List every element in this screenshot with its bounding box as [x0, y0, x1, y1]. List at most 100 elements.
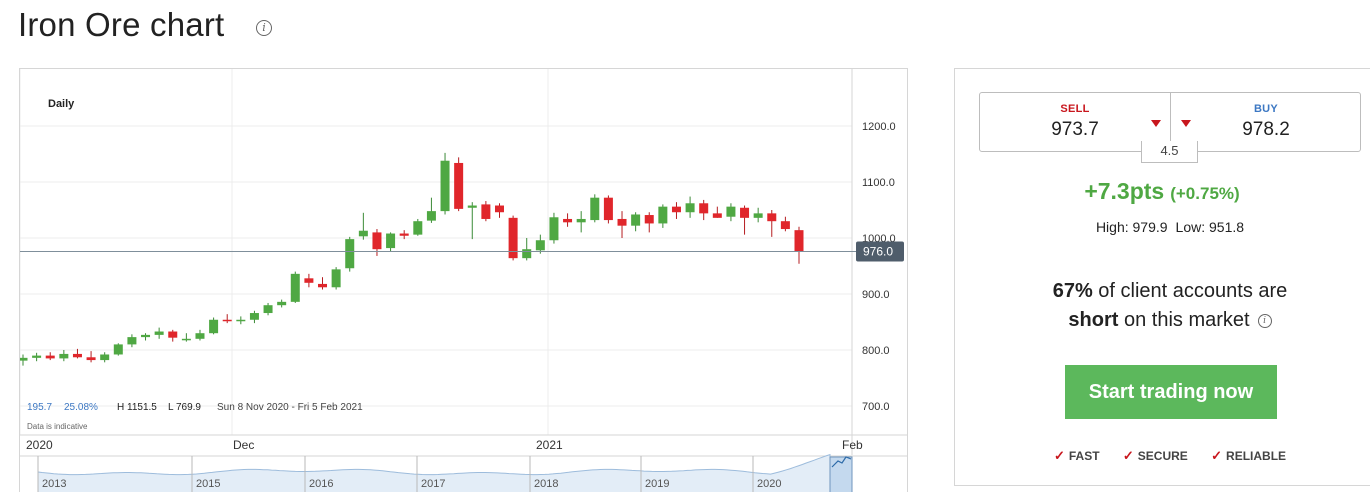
candle-body: [304, 278, 314, 283]
candle-body: [753, 213, 763, 218]
candle: [780, 216, 790, 232]
candle-body: [631, 214, 641, 226]
sell-button[interactable]: SELL 973.7: [980, 93, 1170, 151]
trade-divider: [1170, 93, 1171, 153]
candle-body: [699, 203, 709, 214]
info-icon[interactable]: i: [256, 20, 272, 36]
chart-grid: [20, 69, 852, 435]
change-percent: (+0.75%): [1170, 184, 1240, 203]
trade-box: SELL 973.7 BUY 978.2: [979, 92, 1361, 153]
navigator-year-label: 2020: [757, 478, 781, 490]
candle-body: [113, 344, 123, 355]
change-points: +7.3pts: [1084, 178, 1165, 204]
chart-navigator[interactable]: 2013 2015 2016 2017 2018 2019 2020: [20, 453, 907, 492]
trade-panel: [954, 68, 1370, 486]
buy-button[interactable]: BUY 978.2: [1171, 93, 1361, 151]
candle-body: [358, 230, 368, 237]
candle: [603, 195, 613, 224]
candle-body: [576, 218, 586, 223]
day-high: High: 979.9: [1095, 219, 1168, 235]
x-tick-label: 2020: [26, 438, 53, 452]
candle: [712, 206, 722, 218]
feature-list: ✓ FAST ✓ SECURE ✓ RELIABLE: [954, 448, 1370, 464]
candle-body: [440, 160, 450, 212]
candle-body: [141, 334, 151, 338]
candle-body: [263, 305, 273, 314]
candle-body: [195, 333, 205, 339]
candle-body: [45, 355, 55, 359]
candle: [345, 236, 355, 272]
buy-down-arrow-icon: [1181, 120, 1191, 127]
candle-body: [508, 217, 518, 259]
disclaimer: Data is indicative: [27, 422, 88, 431]
y-tick-label: 700.0: [862, 401, 890, 413]
check-icon: ✓: [1211, 448, 1223, 463]
candle: [413, 218, 423, 236]
candle: [576, 211, 586, 233]
start-trading-button[interactable]: Start trading now: [1065, 365, 1277, 419]
sentiment-info-icon[interactable]: i: [1257, 314, 1272, 328]
candle-body: [372, 232, 382, 250]
candle: [535, 234, 545, 254]
candle: [685, 196, 695, 218]
candle-body: [590, 197, 600, 221]
current-price-label: 976.0: [863, 244, 893, 258]
candle-body: [277, 301, 287, 306]
stat-high: H 1151.5: [117, 402, 157, 413]
candle-body: [413, 221, 423, 235]
candle-body: [59, 353, 69, 359]
navigator-selection[interactable]: [829, 456, 853, 492]
y-tick-label: 900.0: [862, 289, 890, 301]
candle-body: [86, 357, 96, 361]
candle: [467, 202, 477, 240]
candle-body: [386, 233, 396, 249]
candle-body: [236, 319, 246, 322]
candle-body: [345, 239, 355, 269]
candle: [590, 194, 600, 223]
candle-body: [454, 162, 464, 209]
candle-body: [154, 331, 164, 335]
candle-body: [72, 353, 82, 358]
sell-label: SELL: [1060, 103, 1090, 115]
y-tick-label: 800.0: [862, 345, 890, 357]
candle-body: [181, 338, 191, 341]
chart-panel[interactable]: 1200.0 1100.0 1000.0 900.0 800.0 700.0 2020 Dec…: [19, 68, 908, 492]
candle-body: [20, 357, 28, 361]
x-tick-label: Feb: [842, 438, 863, 452]
candle: [181, 333, 191, 342]
candle-body: [331, 269, 341, 288]
candle-body: [399, 233, 409, 236]
check-icon: ✓: [1122, 448, 1134, 463]
candle-body: [780, 221, 790, 230]
x-tick-label: 2021: [536, 438, 563, 452]
sentiment-pct: 67%: [1052, 280, 1093, 302]
candle-body: [222, 319, 232, 322]
candle-body: [318, 283, 328, 288]
candle: [100, 352, 110, 363]
buy-label: BUY: [1253, 103, 1279, 115]
sell-price: 973.7: [1051, 119, 1099, 140]
chart-stats: 195.7 25.08% H 1151.5 L 769.9 Sun 8 Nov …: [27, 402, 363, 413]
candle: [726, 203, 736, 222]
candle: [794, 226, 804, 264]
candles-layer: [20, 152, 804, 366]
navigator-year-label: 2013: [42, 478, 66, 490]
candle: [86, 351, 96, 363]
stat-change: 195.7: [27, 402, 52, 413]
y-tick-label: 1200.0: [862, 121, 896, 133]
candle-body: [712, 213, 722, 218]
candle-body: [794, 230, 804, 252]
navigator-year-label: 2015: [196, 478, 220, 490]
candle: [277, 299, 287, 308]
candle-body: [617, 218, 627, 226]
sentiment-line1: of client accounts are: [1098, 280, 1288, 302]
candle: [426, 197, 436, 223]
candle: [318, 277, 328, 290]
candle-body: [603, 197, 613, 221]
stat-low: L 769.9: [168, 402, 201, 413]
candle-body: [100, 354, 110, 361]
candle: [20, 354, 28, 366]
candle: [113, 343, 123, 356]
candle: [671, 202, 681, 219]
candle: [699, 199, 709, 221]
